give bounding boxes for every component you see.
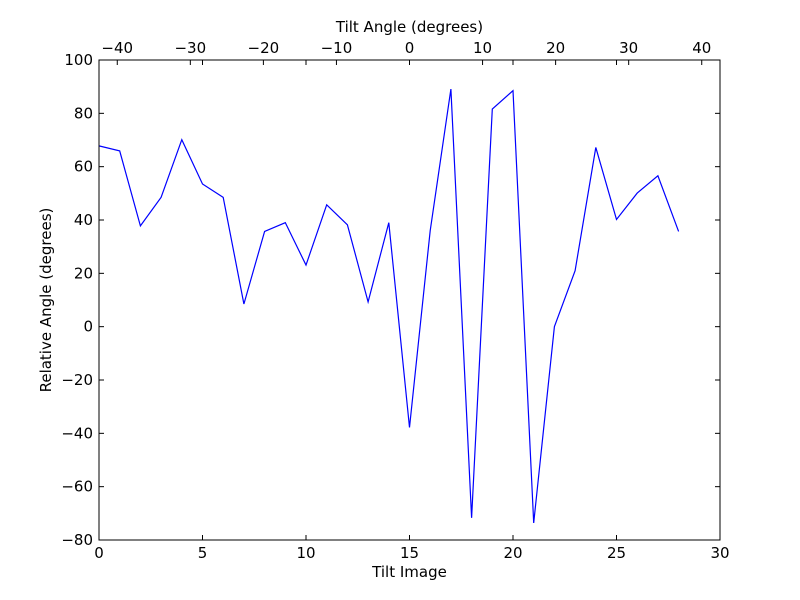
top-x-tick-label: 40: [692, 39, 711, 57]
top-x-tick-label: 10: [473, 39, 492, 57]
y-tick-label: 40: [74, 211, 93, 229]
x-tick-label: 5: [198, 544, 208, 562]
y-tick-label: −20: [61, 371, 93, 389]
series-line: [98, 88, 680, 523]
x-tick-label: 0: [94, 544, 104, 562]
x-tick-label: 10: [296, 544, 315, 562]
y-axis-label: Relative Angle (degrees): [37, 208, 55, 393]
top-x-tick-label: −20: [248, 39, 280, 57]
top-x-axis-label: Tilt Angle (degrees): [335, 18, 483, 36]
top-x-tick-label: 30: [619, 39, 638, 57]
top-x-tick-label: −30: [174, 39, 206, 57]
y-tick-label: 0: [83, 318, 93, 336]
plot-area-frame: [98, 59, 721, 541]
y-tick-label: 20: [74, 264, 93, 282]
top-x-tick-label: −10: [321, 39, 353, 57]
x-tick-label: 20: [503, 544, 522, 562]
y-tick-label: −80: [61, 531, 93, 549]
y-tick-label: 80: [74, 104, 93, 122]
x-axis-label: Tilt Image: [371, 563, 447, 581]
y-tick-label: 60: [74, 158, 93, 176]
y-tick-label: −40: [61, 424, 93, 442]
top-x-tick-label: 20: [546, 39, 565, 57]
x-tick-label: 25: [607, 544, 626, 562]
x-tick-label: 30: [710, 544, 729, 562]
x-tick-label: 15: [400, 544, 419, 562]
top-x-tick-label: 0: [405, 39, 415, 57]
y-tick-label: −60: [61, 478, 93, 496]
y-tick-label: 100: [64, 51, 93, 69]
top-x-tick-label: −40: [101, 39, 133, 57]
